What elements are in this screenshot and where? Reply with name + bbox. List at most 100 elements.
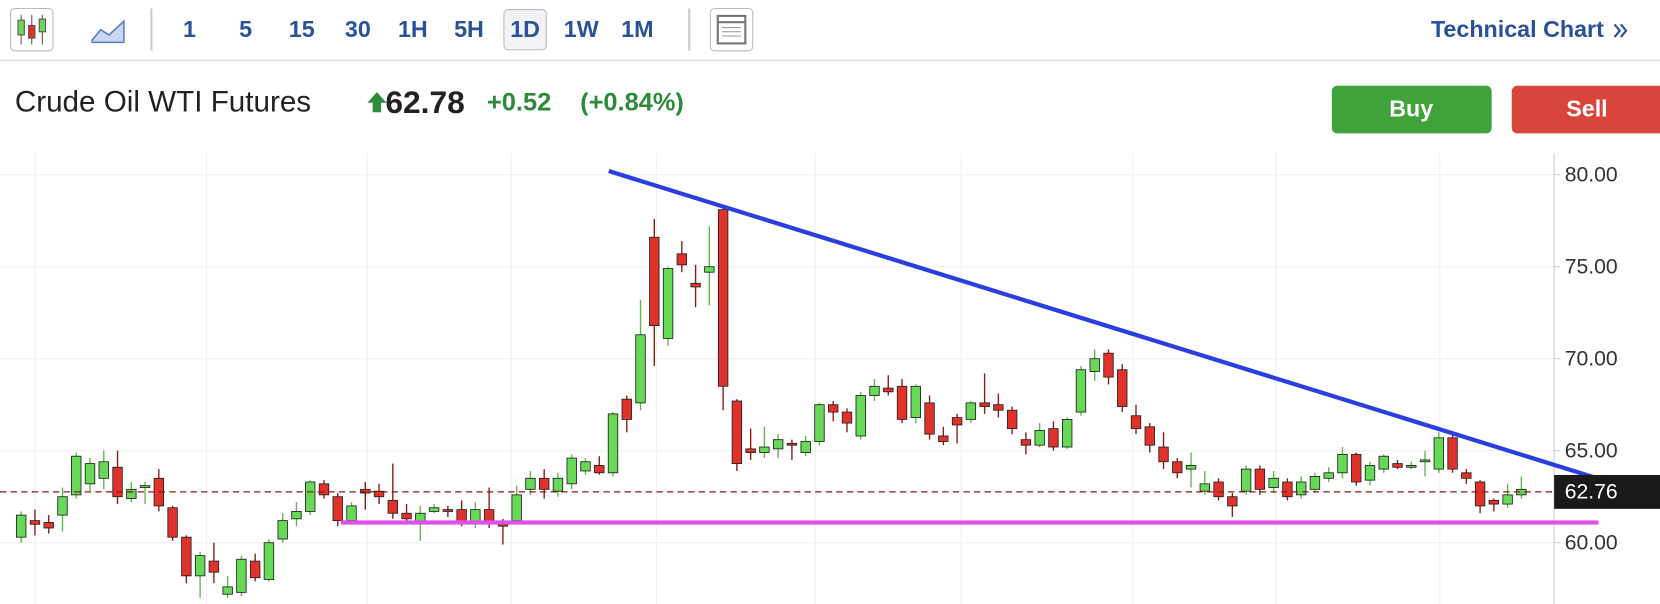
interval-button[interactable]: 1 bbox=[183, 16, 196, 42]
candle-body bbox=[332, 496, 343, 522]
candle-body bbox=[1309, 476, 1321, 490]
last-price-label: 62.76 bbox=[1565, 481, 1618, 504]
technical-chart-link[interactable]: Technical Chart bbox=[1431, 16, 1628, 42]
candle-body bbox=[1034, 430, 1045, 446]
link-text[interactable]: Technical Chart bbox=[1431, 16, 1604, 42]
interval-button[interactable]: 5 bbox=[239, 16, 252, 42]
candle-body bbox=[511, 494, 522, 522]
candle-body bbox=[1158, 446, 1169, 463]
candle-body bbox=[1227, 496, 1238, 507]
candle-body bbox=[1006, 409, 1018, 430]
candle-body bbox=[896, 385, 908, 420]
candle-body bbox=[139, 485, 151, 488]
candle-body bbox=[346, 505, 357, 522]
candle-body bbox=[855, 395, 866, 437]
candle-body bbox=[1419, 459, 1431, 463]
candle-body bbox=[745, 448, 756, 453]
candle-body bbox=[126, 488, 137, 499]
candle-body bbox=[1130, 415, 1142, 430]
last-price: 62.78 bbox=[385, 84, 464, 120]
candle-body bbox=[924, 402, 935, 435]
candle-body bbox=[635, 334, 646, 404]
candle-body bbox=[249, 560, 261, 579]
sell-button[interactable]: Sell bbox=[1511, 85, 1660, 134]
candle-body bbox=[607, 413, 619, 474]
candle-body bbox=[29, 520, 41, 525]
candle-body bbox=[828, 404, 839, 413]
selected-interval-box bbox=[503, 9, 547, 51]
candle-body bbox=[1048, 428, 1059, 448]
y-tick-label: 60.00 bbox=[1565, 531, 1618, 554]
candle-body bbox=[442, 509, 454, 512]
candle-body bbox=[649, 236, 660, 326]
candle-body bbox=[772, 439, 784, 450]
candle-body bbox=[1447, 437, 1458, 470]
trendline bbox=[608, 168, 1610, 485]
layout-button[interactable] bbox=[709, 7, 754, 52]
interval-button[interactable]: 1H bbox=[398, 16, 428, 42]
candle-body bbox=[951, 417, 963, 426]
candle-body bbox=[676, 253, 688, 266]
candle-body bbox=[1062, 418, 1073, 448]
candle-body bbox=[428, 507, 440, 512]
candle-body bbox=[181, 536, 192, 577]
price-change: +0.52 bbox=[487, 88, 551, 116]
candle-body bbox=[57, 496, 68, 516]
candle-icon bbox=[17, 14, 47, 45]
candle-body bbox=[1103, 352, 1114, 378]
candle-body bbox=[43, 522, 54, 529]
candle-body bbox=[965, 402, 977, 420]
candle-body bbox=[305, 481, 316, 512]
candle-body bbox=[1488, 499, 1500, 505]
buy-label[interactable]: Buy bbox=[1389, 95, 1433, 121]
y-tick-label: 75.00 bbox=[1565, 255, 1618, 278]
candle-body bbox=[1282, 481, 1293, 498]
candle-body bbox=[1378, 455, 1389, 470]
candle-body bbox=[1461, 472, 1472, 479]
candle-body bbox=[814, 404, 825, 442]
candle-body bbox=[360, 488, 371, 494]
candle-body bbox=[401, 512, 412, 520]
up-arrow bbox=[367, 92, 387, 113]
candle-body bbox=[291, 511, 302, 520]
interval-button[interactable]: 1D bbox=[510, 16, 540, 42]
quote-header: Crude Oil WTI Futures 62.78 +0.52 (+0.84… bbox=[15, 84, 1660, 134]
candle-body bbox=[786, 442, 798, 446]
candle-body bbox=[208, 560, 220, 573]
candle-body bbox=[318, 483, 330, 496]
interval-button[interactable]: 1M bbox=[621, 16, 653, 42]
candle-body bbox=[1502, 494, 1513, 505]
instrument-name: Crude Oil WTI Futures bbox=[15, 86, 311, 119]
candle-body bbox=[662, 268, 674, 339]
last-price-box bbox=[1554, 474, 1660, 509]
candle-body bbox=[869, 385, 880, 396]
candle-body bbox=[1199, 483, 1211, 492]
y-tick-label: 65.00 bbox=[1565, 439, 1618, 462]
interval-button[interactable]: 5H bbox=[454, 16, 484, 42]
candle-body bbox=[71, 455, 82, 496]
price-change-percent: (+0.84%) bbox=[580, 88, 684, 116]
candle-body bbox=[387, 499, 398, 514]
interval-button[interactable]: 15 bbox=[289, 16, 315, 42]
y-tick-label: 70.00 bbox=[1565, 347, 1618, 370]
candle-body bbox=[539, 477, 550, 490]
area-chart-button[interactable] bbox=[91, 19, 125, 44]
candle-body bbox=[1433, 437, 1444, 470]
candle-body bbox=[1185, 465, 1197, 470]
interval-button[interactable]: 1W bbox=[564, 16, 599, 42]
candle-body bbox=[194, 555, 206, 577]
candle-body bbox=[1474, 481, 1486, 507]
buy-button[interactable]: Buy bbox=[1331, 85, 1492, 134]
candle-body bbox=[1268, 477, 1279, 488]
candle-body bbox=[1406, 465, 1417, 468]
candle-body bbox=[1364, 465, 1376, 481]
interval-button[interactable]: 30 bbox=[345, 16, 371, 42]
candle-body bbox=[525, 477, 536, 490]
candle-body bbox=[731, 400, 743, 465]
sell-label[interactable]: Sell bbox=[1566, 95, 1607, 121]
candle-body bbox=[841, 411, 853, 424]
candle-body bbox=[993, 404, 1004, 411]
candle-body bbox=[1240, 468, 1252, 492]
